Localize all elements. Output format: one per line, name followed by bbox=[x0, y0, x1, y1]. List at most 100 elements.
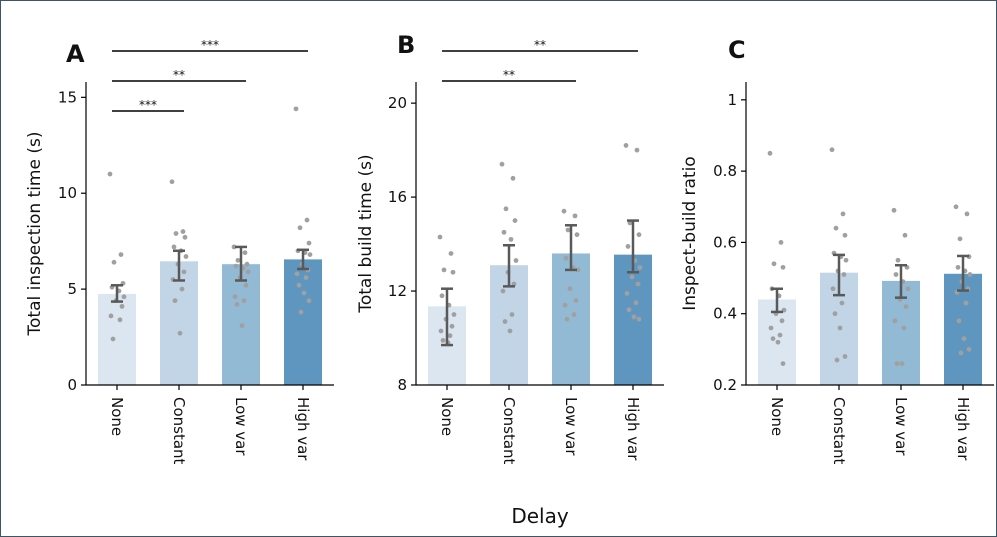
chart-panel-a: 0 5 10 15 None Constant Low var High var Total i… bbox=[25, 38, 334, 465]
data-point bbox=[894, 361, 900, 367]
data-point bbox=[450, 269, 456, 275]
data-point bbox=[633, 300, 639, 306]
x-tick-label: None bbox=[768, 397, 786, 436]
data-point bbox=[770, 336, 776, 342]
data-point bbox=[567, 286, 573, 292]
data-point bbox=[438, 328, 444, 334]
y-tick-label: 8 bbox=[397, 376, 407, 394]
data-point bbox=[508, 236, 514, 242]
y-axis-label: Total build time (s) bbox=[356, 154, 376, 313]
data-point bbox=[780, 264, 786, 270]
y-axis-label: Total inspection time (s) bbox=[25, 132, 45, 337]
x-tick-label: Low var bbox=[232, 397, 250, 456]
data-point bbox=[171, 244, 177, 250]
data-point bbox=[500, 288, 506, 294]
data-point bbox=[834, 357, 840, 363]
data-point bbox=[957, 236, 963, 242]
data-point bbox=[173, 231, 179, 236]
y-axis-label: Inspect-build ratio bbox=[680, 156, 700, 310]
x-tick-label: Constant bbox=[170, 397, 188, 465]
x-tick-label: None bbox=[108, 397, 126, 436]
chart-panel-b: 8 12 16 20 None Constant Low var High var Total … bbox=[356, 31, 664, 465]
data-point bbox=[439, 293, 445, 299]
data-point bbox=[241, 298, 247, 304]
bar-high-var bbox=[284, 259, 322, 385]
significance-label: ** bbox=[173, 68, 185, 82]
significance-label: ** bbox=[503, 68, 515, 82]
significance-label: ** bbox=[534, 38, 546, 52]
data-point bbox=[182, 234, 188, 240]
data-point bbox=[843, 257, 849, 263]
y-tick-label: 0.2 bbox=[713, 376, 737, 394]
data-point bbox=[775, 339, 781, 345]
data-point bbox=[501, 229, 507, 235]
data-point bbox=[623, 143, 629, 148]
data-point bbox=[961, 336, 967, 342]
data-point bbox=[179, 286, 185, 292]
chart-panel-c: 0.2 0.4 0.6 0.8 1 None Constant Low var High var… bbox=[680, 36, 994, 465]
significance-label: *** bbox=[201, 38, 219, 52]
common-x-axis-label: Delay bbox=[511, 504, 569, 528]
data-point bbox=[293, 106, 299, 112]
data-point bbox=[563, 255, 569, 261]
data-point bbox=[964, 211, 970, 217]
data-point bbox=[509, 312, 515, 317]
data-point bbox=[232, 294, 238, 300]
data-point bbox=[244, 261, 250, 267]
data-point bbox=[111, 259, 117, 265]
y-tick-label: 15 bbox=[58, 88, 77, 106]
data-point bbox=[181, 269, 187, 275]
data-point bbox=[451, 312, 457, 317]
data-point bbox=[121, 294, 127, 300]
data-point bbox=[899, 361, 905, 367]
data-point bbox=[510, 175, 516, 181]
data-point bbox=[637, 265, 643, 270]
data-point bbox=[631, 314, 637, 320]
data-point bbox=[768, 325, 774, 331]
data-point bbox=[967, 272, 973, 277]
data-point bbox=[180, 229, 186, 234]
data-point bbox=[437, 234, 443, 240]
data-point bbox=[574, 232, 580, 238]
data-point bbox=[306, 298, 312, 304]
data-point bbox=[841, 272, 847, 277]
bar-high-var bbox=[614, 254, 652, 385]
y-tick-label: 0 bbox=[67, 376, 77, 394]
bar-low-var bbox=[552, 253, 590, 385]
data-point bbox=[953, 204, 959, 210]
data-point bbox=[235, 257, 241, 263]
data-point bbox=[449, 323, 455, 329]
data-point bbox=[245, 269, 251, 275]
data-point bbox=[573, 298, 579, 303]
data-point bbox=[901, 325, 907, 331]
data-point bbox=[294, 271, 300, 277]
data-point bbox=[902, 232, 908, 238]
data-point bbox=[233, 263, 239, 269]
data-point bbox=[891, 207, 897, 213]
panel-letter: A bbox=[66, 40, 85, 68]
data-point bbox=[635, 281, 641, 287]
bar-none bbox=[98, 293, 136, 385]
data-point bbox=[892, 318, 898, 324]
y-tick-label: 0.6 bbox=[713, 233, 737, 251]
data-point bbox=[778, 240, 784, 245]
bar-constant bbox=[160, 261, 198, 385]
data-point bbox=[441, 267, 447, 273]
data-point bbox=[832, 311, 838, 317]
data-point bbox=[172, 298, 178, 304]
y-tick-label: 5 bbox=[67, 280, 77, 298]
data-point bbox=[842, 232, 848, 238]
data-point bbox=[183, 254, 189, 259]
data-point bbox=[958, 350, 964, 356]
x-tick-label: Low var bbox=[562, 397, 580, 456]
data-point bbox=[903, 304, 909, 309]
data-point bbox=[239, 323, 245, 328]
data-point bbox=[117, 317, 123, 323]
data-point bbox=[298, 309, 304, 315]
y-tick-label: 1 bbox=[727, 91, 737, 109]
data-point bbox=[771, 261, 777, 267]
data-point bbox=[625, 244, 631, 249]
data-point bbox=[304, 217, 310, 223]
data-point bbox=[499, 161, 505, 167]
